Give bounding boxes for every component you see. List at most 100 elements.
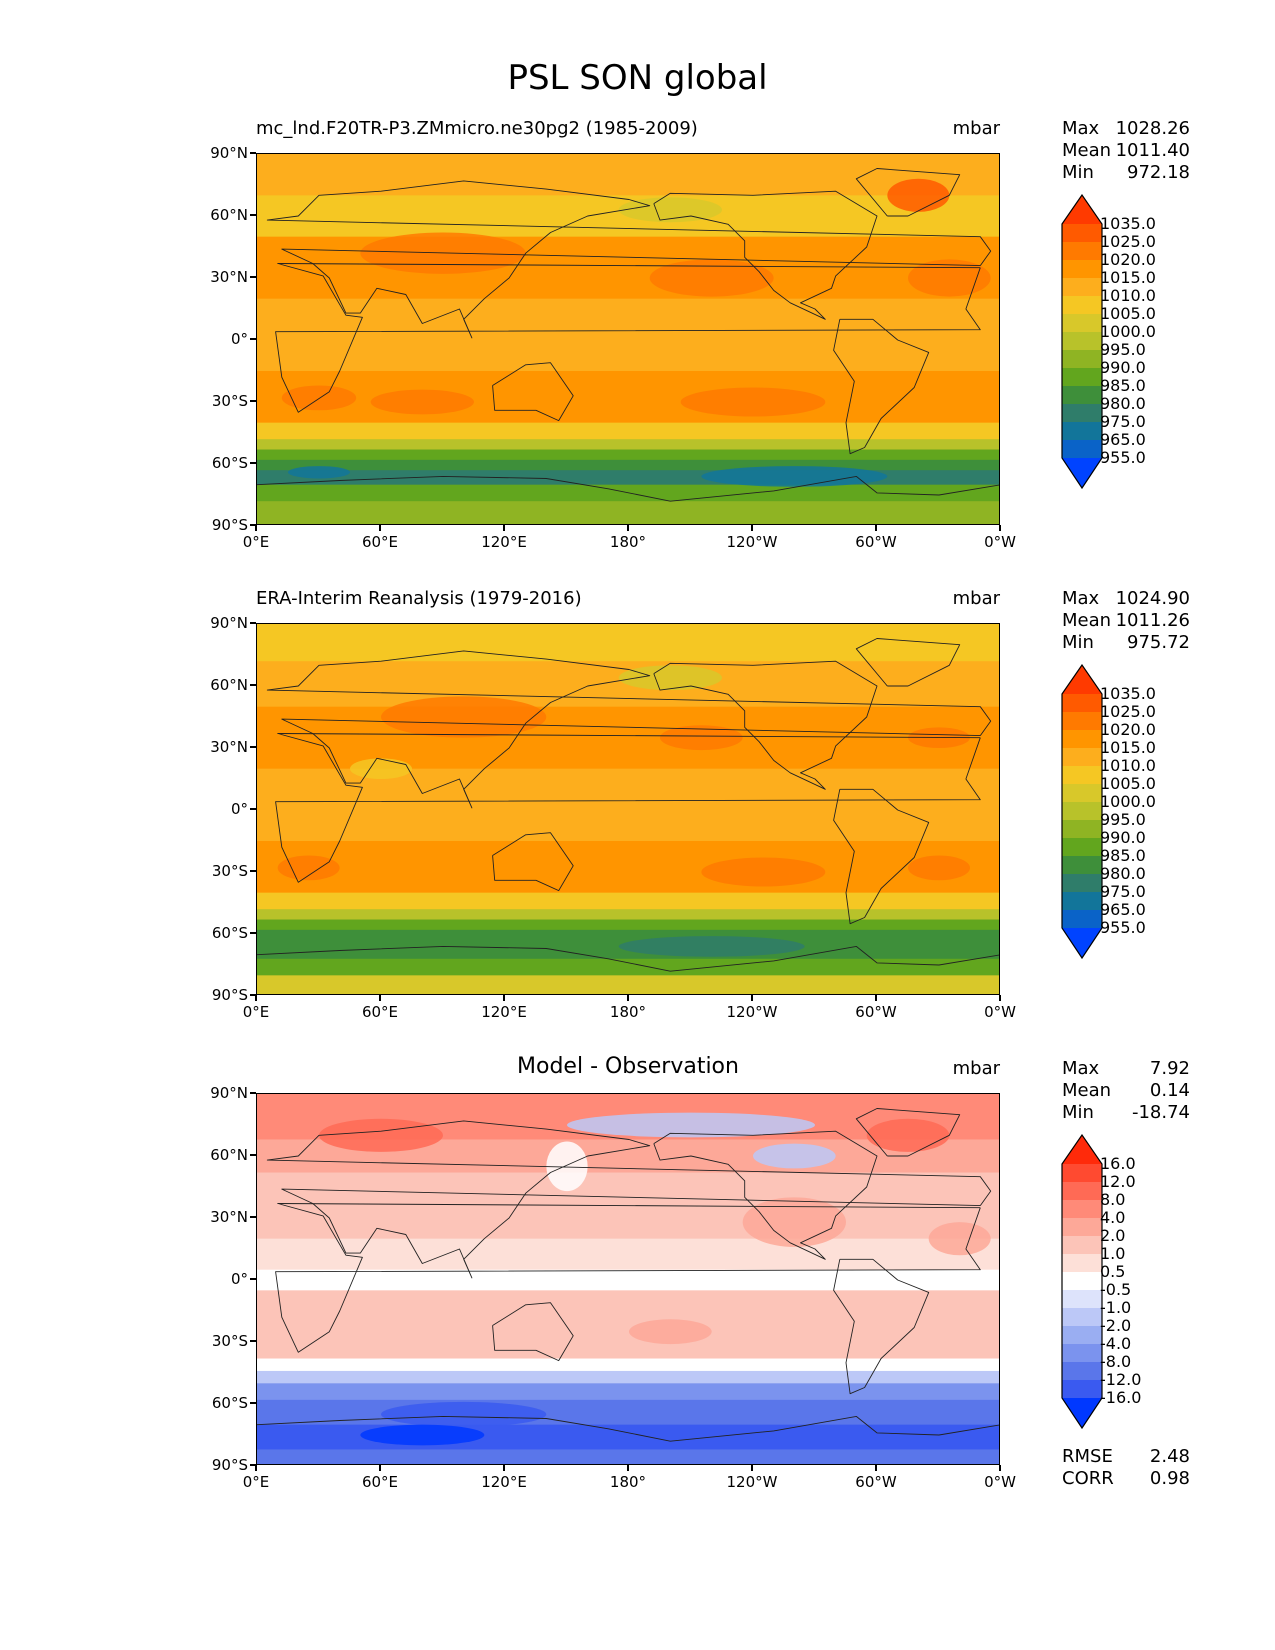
field-band (257, 298, 999, 372)
field-blob (908, 259, 991, 297)
x-tick-label: 120°W (726, 533, 778, 551)
field-band (257, 459, 999, 471)
map-area (256, 623, 1000, 995)
y-tick-mark (250, 1340, 256, 1342)
x-tick-label: 180° (609, 1003, 647, 1021)
x-tick-mark (751, 525, 753, 531)
coastline (275, 1203, 981, 1353)
colorbar-label: 8.0 (1100, 1190, 1126, 1209)
stats-max-value: 1024.90 (1115, 588, 1190, 609)
stats-box: Max 7.92 Mean 0.14 Min -18.74 (1062, 1058, 1190, 1124)
field-band (257, 1238, 999, 1271)
colorbar-label: -2.0 (1100, 1316, 1132, 1335)
panel-test: mc_lnd.F20TR-P3.ZMmicro.ne30pg2 (1985-20… (0, 118, 1275, 588)
coastline (653, 190, 878, 320)
coastline (833, 1258, 930, 1395)
panel-units: mbar (952, 588, 1000, 609)
x-tick-mark (503, 525, 505, 531)
colorbar-label: 1025.0 (1100, 702, 1156, 721)
colorbar-segment (1062, 1182, 1102, 1201)
field-blob (701, 857, 826, 887)
panel-units: mbar (952, 118, 1000, 139)
map-plot (257, 624, 999, 994)
x-tick-label: 0°E (242, 1003, 270, 1021)
colorbar-segment (1062, 1236, 1102, 1255)
field-blob (928, 1222, 991, 1256)
colorbar-segment (1062, 224, 1102, 243)
colorbar-label: 1020.0 (1100, 250, 1156, 269)
coastline (492, 362, 574, 422)
field-blob (319, 1118, 443, 1152)
x-tick-label: 180° (609, 533, 647, 551)
colorbar-segment (1062, 386, 1102, 405)
coastline (266, 650, 992, 809)
field-band (257, 439, 999, 451)
colorbar-label: 1010.0 (1100, 286, 1156, 305)
figure-title: PSL SON global (507, 58, 768, 98)
x-tick-mark (255, 1465, 257, 1471)
x-tick-label: 60°W (855, 1473, 897, 1491)
colorbar-segment (1062, 784, 1102, 803)
colorbar-segment (1062, 440, 1102, 459)
colorbar-label: -1.0 (1100, 1298, 1132, 1317)
colorbar-segment (1062, 1326, 1102, 1345)
colorbar-label: 4.0 (1100, 1208, 1126, 1227)
colorbar-segment (1062, 748, 1102, 767)
colorbar-extend-top (1062, 195, 1102, 224)
colorbar-svg (1061, 663, 1103, 960)
colorbar-label: 990.0 (1100, 828, 1146, 847)
colorbar-segment (1062, 1344, 1102, 1363)
colorbar-label: 995.0 (1100, 810, 1146, 829)
stats-max-label: Max (1062, 118, 1100, 139)
colorbar-extend-bottom (1062, 458, 1102, 488)
field-band (257, 1358, 999, 1372)
panel-title: mc_lnd.F20TR-P3.ZMmicro.ne30pg2 (1985-20… (256, 118, 698, 139)
field-band (257, 958, 999, 976)
field-blob (281, 385, 357, 411)
panel-reference: ERA-Interim Reanalysis (1979-2016) mbar … (0, 588, 1275, 1058)
stats-max: Max 1028.26 (1062, 118, 1190, 140)
colorbar-segment (1062, 838, 1102, 857)
corr-value: 0.98 (1149, 1468, 1190, 1489)
colorbar-extend-bottom (1062, 1398, 1102, 1428)
stats-max-label: Max (1062, 588, 1100, 609)
y-tick-mark (250, 1154, 256, 1156)
y-tick-label: 90°S (211, 1456, 248, 1474)
colorbar-segment (1062, 1380, 1102, 1399)
y-tick-label: 90°S (211, 986, 248, 1004)
x-tick-mark (255, 525, 257, 531)
stats-mean-value: 1011.40 (1115, 140, 1190, 161)
stats-min: Min -18.74 (1062, 1102, 1190, 1124)
field-band (257, 154, 999, 196)
colorbar-svg (1061, 193, 1103, 490)
y-tick-mark (250, 1402, 256, 1404)
colorbar-label: 1025.0 (1100, 232, 1156, 251)
colorbar-label: 12.0 (1100, 1172, 1136, 1191)
stats-max-value: 7.92 (1149, 1058, 1190, 1079)
colorbar-segment (1062, 1164, 1102, 1183)
colorbar-outline (1061, 1133, 1103, 1430)
stats-min-label: Min (1062, 1102, 1094, 1123)
y-tick-mark (250, 994, 256, 996)
y-tick-label: 90°N (210, 1084, 248, 1102)
stats-min-value: 975.72 (1127, 632, 1190, 653)
colorbar-label: 1.0 (1100, 1244, 1126, 1263)
colorbar-label: 965.0 (1100, 900, 1146, 919)
stats-min-label: Min (1062, 162, 1094, 183)
x-tick-mark (999, 995, 1001, 1001)
field-band (257, 422, 999, 440)
field-band (257, 909, 999, 921)
colorbar-segment (1062, 422, 1102, 441)
panel-units: mbar (952, 1058, 1000, 1079)
field-blob (381, 696, 547, 738)
x-tick-label: 0°W (984, 1003, 1016, 1021)
x-tick-mark (255, 995, 257, 1001)
coastlines (257, 168, 999, 502)
field-blob (887, 178, 950, 212)
panel-difference: Model - Observation mbar 90°N 60°N 30°N 0° 3… (0, 1054, 1275, 1528)
x-tick-label: 120°W (726, 1003, 778, 1021)
x-tick-label: 120°E (481, 1473, 527, 1491)
map-area (256, 153, 1000, 525)
y-tick-label: 30°N (210, 268, 248, 286)
colorbar-label: 985.0 (1100, 846, 1146, 865)
